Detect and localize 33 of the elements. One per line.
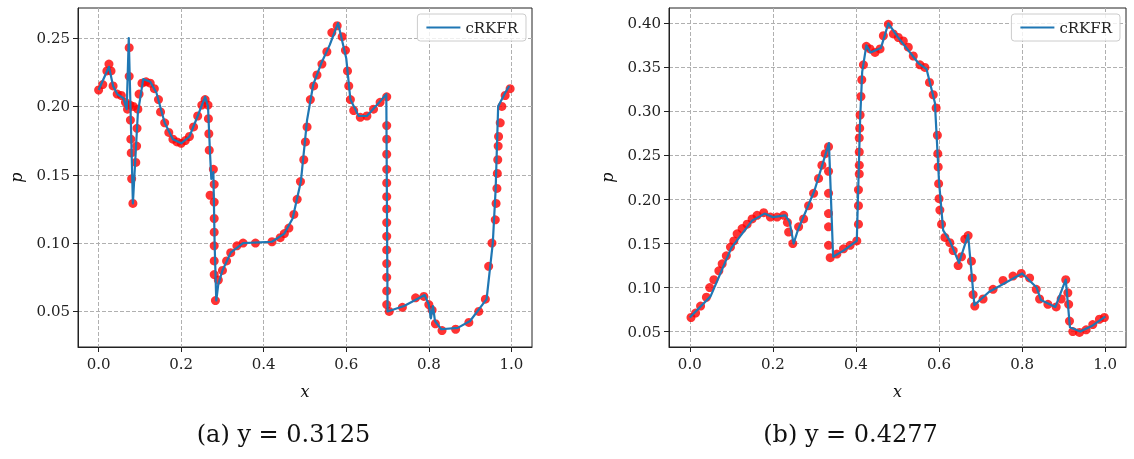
y-tick-label: 0.20 (627, 190, 661, 209)
y-tick-label: 0.25 (36, 29, 70, 48)
y-tick-label: 0.40 (627, 14, 661, 33)
x-tick-label: 1.0 (1093, 354, 1118, 373)
x-tick-label: 0.0 (677, 354, 702, 373)
y-tick-label: 0.15 (627, 234, 661, 253)
x-tick-label: 0.6 (334, 354, 359, 373)
y-tick-label: 0.10 (36, 234, 70, 253)
y-axis-title: p (597, 172, 617, 183)
y-axis-title: p (6, 172, 26, 183)
legend-label: cRKFR (1059, 18, 1113, 37)
y-tick-label: 0.30 (627, 102, 661, 121)
y-tick-label: 0.15 (36, 165, 70, 184)
y-tick-label: 0.05 (36, 302, 70, 321)
x-tick-label: 0.4 (251, 354, 276, 373)
text: (b) y = 0.4277 (763, 420, 938, 448)
y-tick-label: 0.10 (627, 278, 661, 297)
x-tick-label: 0.8 (1010, 354, 1035, 373)
x-tick-label: 0.4 (844, 354, 868, 373)
x-tick-label: 0.6 (927, 354, 951, 373)
x-tick-label: 0.8 (416, 354, 441, 373)
x-tick-label: 0.2 (760, 354, 785, 373)
legend-label: cRKFR (465, 18, 519, 37)
y-tick-label: 0.25 (627, 146, 661, 165)
y-tick-label: 0.20 (36, 97, 70, 116)
y-tick-label: 0.35 (627, 58, 661, 77)
x-tick-label: 0.0 (86, 354, 111, 373)
text: (a) y = 0.3125 (196, 420, 371, 448)
x-tick-label: 0.2 (169, 354, 194, 373)
y-tick-label: 0.05 (627, 322, 661, 341)
x-axis-title: x (300, 381, 310, 401)
x-tick-label: 1.0 (499, 354, 524, 373)
x-axis-title: x (892, 381, 903, 401)
